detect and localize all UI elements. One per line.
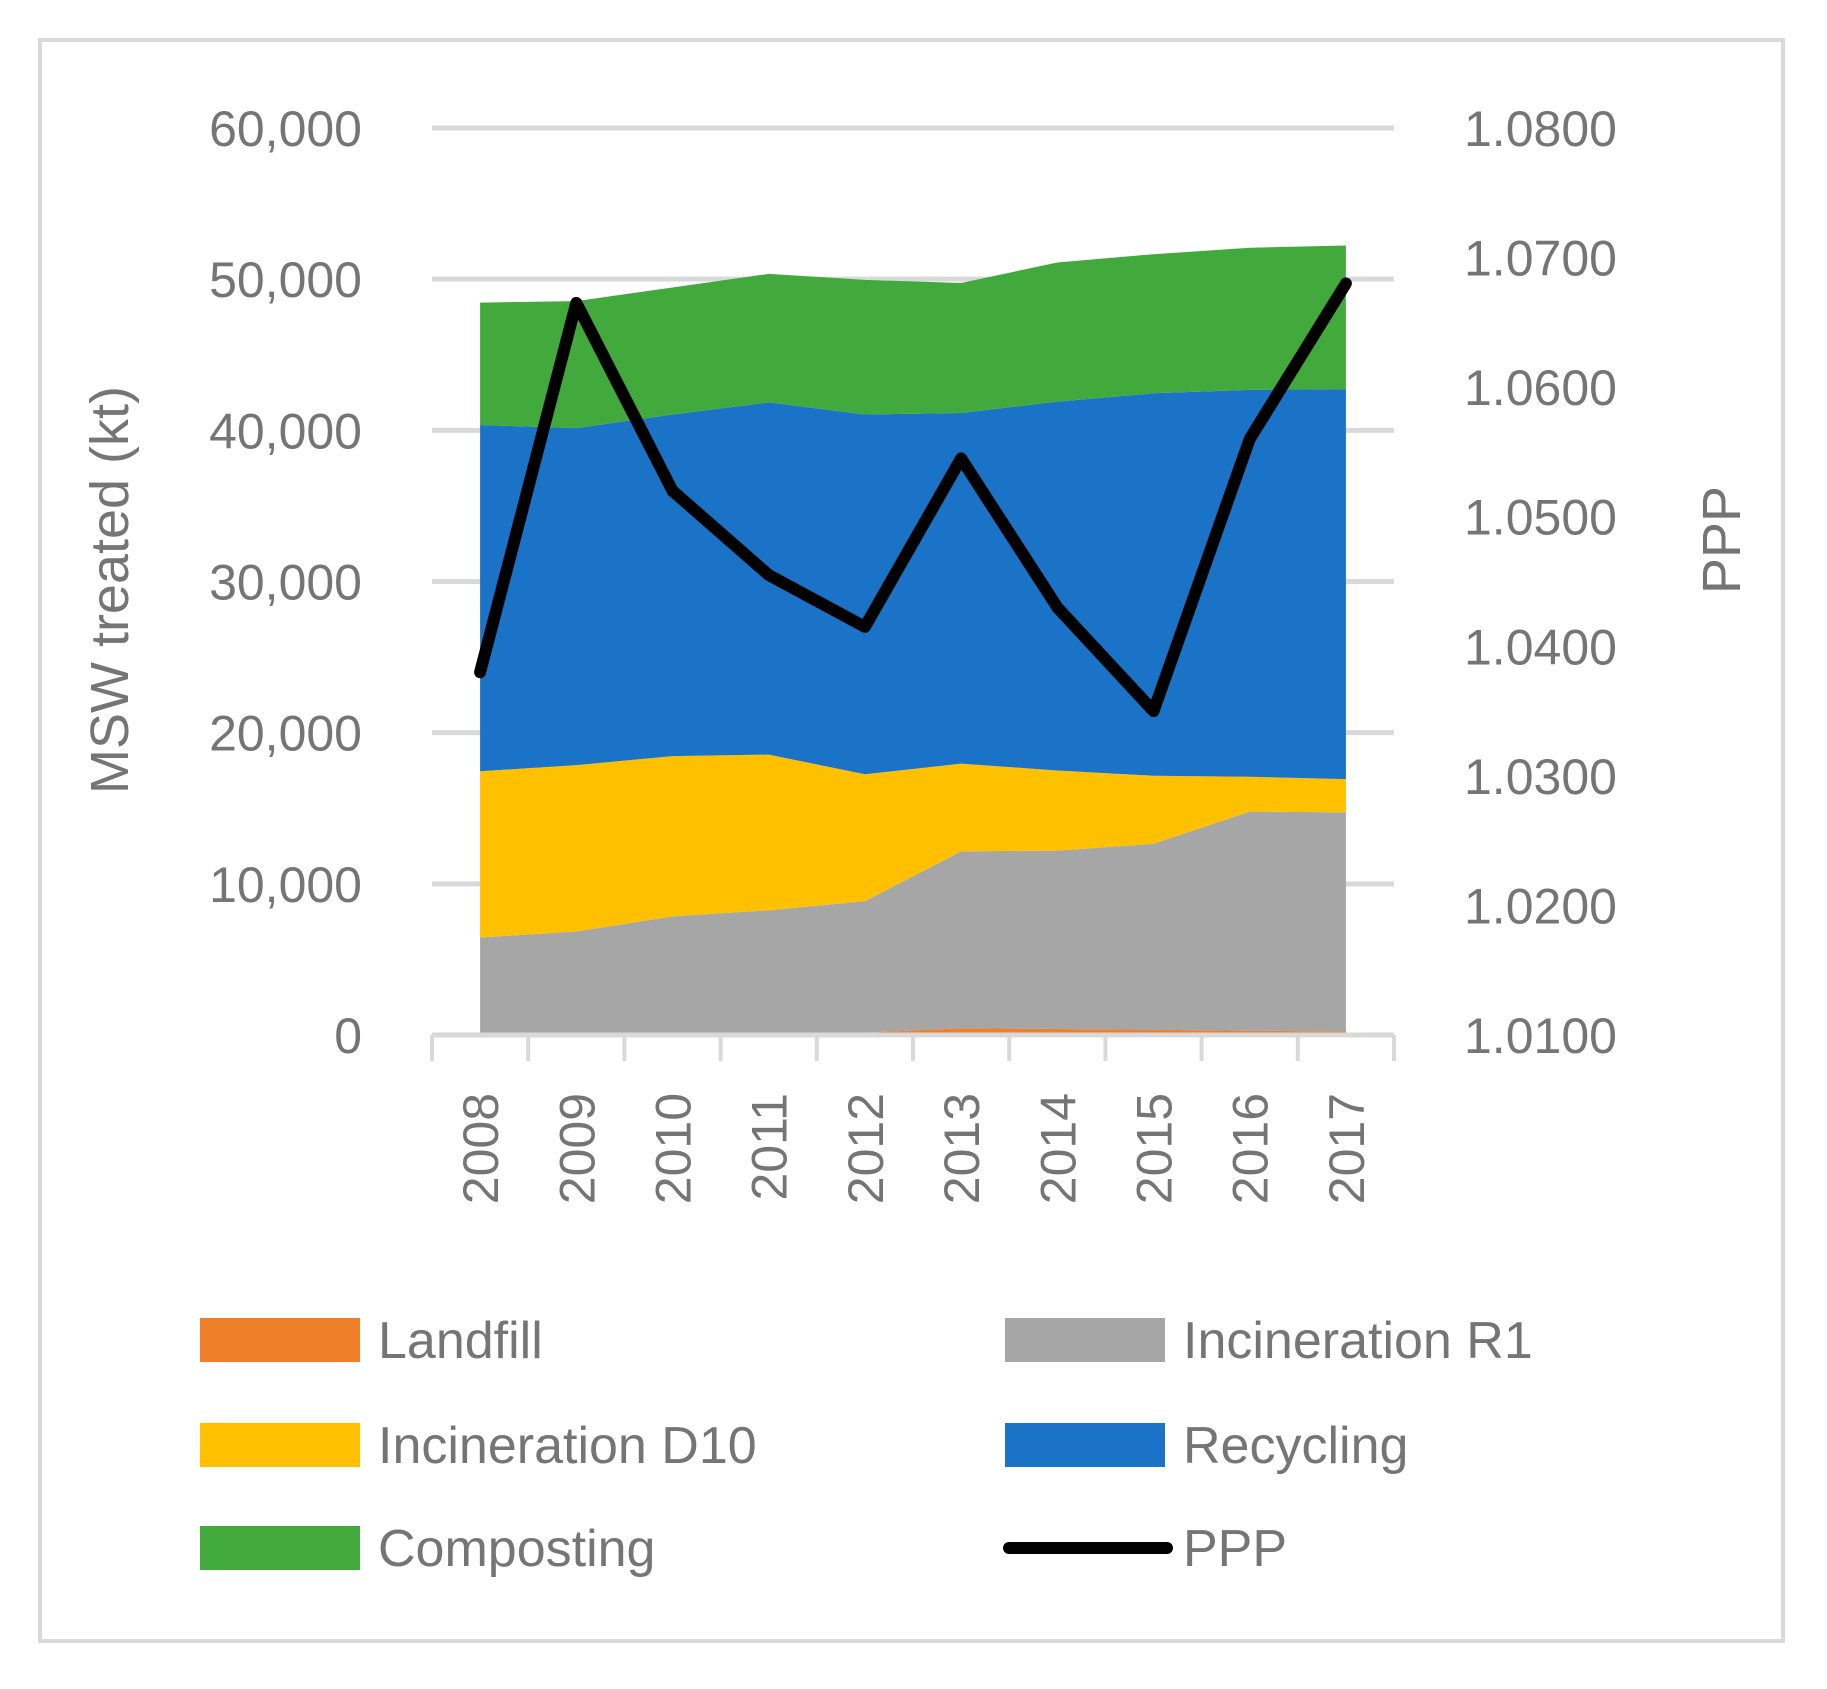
legend-label: Composting <box>378 1520 655 1578</box>
ppp-point <box>479 671 482 674</box>
x-tick-label: 2017 <box>1319 1093 1375 1204</box>
ppp-point <box>1152 710 1155 713</box>
x-tick-label: 2011 <box>742 1093 798 1201</box>
y-tick-label: 40,000 <box>209 403 362 459</box>
y2-tick-label: 1.0200 <box>1464 878 1617 934</box>
y2-tick-label: 1.0300 <box>1464 749 1617 805</box>
y-axis-left-ticks: 0 10,000 20,000 30,000 40,000 50,000 60,000 <box>209 101 362 1064</box>
area-composting <box>480 245 1346 429</box>
y2-tick-label: 1.0600 <box>1464 360 1617 416</box>
ppp-line <box>474 277 1352 718</box>
y2-tick-label: 1.0700 <box>1464 231 1617 287</box>
ppp-point <box>767 574 770 577</box>
x-tick-label: 2016 <box>1223 1093 1279 1204</box>
legend-swatch <box>200 1318 360 1362</box>
legend-item-composting: Composting <box>200 1520 655 1578</box>
legend-label: Incineration R1 <box>1183 1312 1533 1370</box>
area-recycling <box>480 389 1346 780</box>
legend-label: PPP <box>1183 1520 1287 1578</box>
ppp-point <box>863 625 866 628</box>
legend-item-incineration-r1: Incineration R1 <box>1005 1312 1533 1370</box>
ppp-point <box>960 457 963 460</box>
legend-label: Incineration D10 <box>378 1417 757 1475</box>
legend-item-ppp: PPP <box>1003 1520 1287 1578</box>
y-tick-label: 50,000 <box>209 252 362 308</box>
x-tick-label: 2008 <box>453 1093 509 1204</box>
ppp-point <box>671 489 674 492</box>
legend-swatch <box>1005 1423 1165 1467</box>
legend-label: Landfill <box>378 1312 543 1370</box>
legend-swatch <box>200 1526 360 1570</box>
ppp-point <box>575 301 578 304</box>
y-tick-label: 20,000 <box>209 706 362 762</box>
legend: Landfill Incineration R1 Incineration D10 R… <box>200 1312 1533 1578</box>
legend-swatch <box>200 1423 360 1467</box>
area-incineration-d10 <box>480 754 1346 938</box>
legend-item-landfill: Landfill <box>200 1312 543 1370</box>
legend-swatch <box>1005 1318 1165 1362</box>
y-tick-label: 60,000 <box>209 101 362 157</box>
y-tick-label: 30,000 <box>209 555 362 611</box>
x-tick-label: 2014 <box>1030 1093 1086 1204</box>
legend-item-recycling: Recycling <box>1005 1417 1408 1475</box>
area-series <box>480 245 1346 1035</box>
area-incineration-r1 <box>480 811 1346 1033</box>
y2-tick-label: 1.0500 <box>1464 490 1617 546</box>
ppp-point <box>1344 282 1347 285</box>
x-axis-ticks: 2008 2009 2010 2011 2012 2013 2014 2015 2016 2017 <box>453 1093 1375 1204</box>
x-tick-label: 2012 <box>838 1093 894 1204</box>
y-tick-label: 10,000 <box>209 857 362 913</box>
legend-item-incineration-d10: Incineration D10 <box>200 1417 757 1475</box>
y2-tick-label: 1.0800 <box>1464 101 1617 157</box>
y-axis-title: MSW treated (kt) <box>80 386 140 794</box>
y2-tick-label: 1.0400 <box>1464 619 1617 675</box>
ppp-point <box>1248 437 1251 440</box>
x-tick-label: 2010 <box>646 1093 702 1204</box>
legend-label: Recycling <box>1183 1417 1408 1475</box>
x-tick-label: 2009 <box>549 1093 605 1204</box>
y-axis-right-ticks: 1.0100 1.0200 1.0300 1.0400 1.0500 1.0600 1.07… <box>1464 101 1617 1064</box>
ppp-point <box>1056 606 1059 609</box>
y-tick-label: 0 <box>334 1008 362 1064</box>
ppp-line-series <box>474 277 1352 718</box>
y2-tick-label: 1.0100 <box>1464 1008 1617 1064</box>
x-axis <box>430 1032 1396 1061</box>
y2-axis-title: PPP <box>1692 486 1752 594</box>
x-tick-label: 2013 <box>934 1093 990 1204</box>
x-tick-label: 2015 <box>1127 1093 1183 1204</box>
